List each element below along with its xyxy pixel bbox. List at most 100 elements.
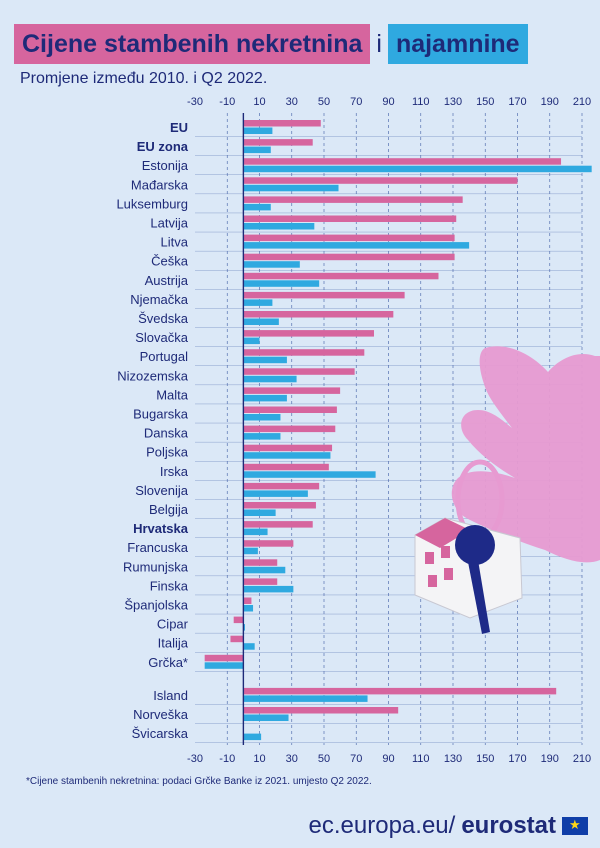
eurostat-brand: ec.europa.eu/eurostat: [309, 812, 588, 840]
title-part-rents: najamnine: [387, 24, 528, 64]
category-label: Poljska: [146, 445, 189, 460]
bar-rents: [243, 714, 289, 721]
bar-prices: [243, 158, 562, 165]
category-label: Latvija: [150, 216, 188, 231]
bar-rents: [243, 528, 268, 536]
bar-prices: [243, 120, 321, 127]
bar-rents: [243, 695, 368, 702]
bar-prices: [243, 687, 557, 695]
bar-prices: [243, 502, 316, 509]
bar-prices: [243, 215, 457, 222]
bar-prices: [243, 425, 336, 433]
category-label: Slovačka: [135, 330, 189, 345]
tick-label-bottom: -30: [187, 753, 203, 765]
brand-domain: ec.europa.eu/: [308, 812, 456, 839]
bar-rents: [243, 509, 276, 516]
category-label: Nizozemska: [117, 368, 189, 383]
key-head-illustration: [455, 525, 495, 565]
bar-rents: [243, 566, 286, 574]
tick-label-top: 190: [541, 96, 559, 108]
house-window-illustration: [425, 552, 434, 564]
bar-rents: [243, 242, 470, 249]
category-label: Danska: [144, 426, 189, 441]
category-label: Malta: [156, 387, 189, 402]
category-label: Italija: [158, 636, 189, 651]
tick-label-bottom: 170: [508, 753, 526, 765]
eu-flag-icon: [562, 817, 588, 835]
house-window-illustration: [428, 575, 437, 587]
category-label: Francuska: [127, 540, 188, 555]
tick-label-bottom: -10: [219, 753, 235, 765]
tick-label-top: 30: [286, 96, 298, 108]
tick-label-top: 130: [444, 96, 462, 108]
house-roof-illustration: [415, 518, 470, 548]
hand-illustration: [451, 346, 600, 563]
brand-name: eurostat: [461, 812, 556, 839]
tick-label-bottom: 110: [412, 753, 430, 765]
bar-rents: [243, 547, 258, 555]
bar-prices: [243, 387, 341, 394]
category-label: Češka: [151, 254, 189, 269]
tick-label-bottom: 190: [541, 753, 559, 765]
bar-prices: [243, 234, 455, 242]
bar-rents: [243, 375, 297, 383]
tick-label-top: -30: [187, 96, 203, 108]
bar-prices: [243, 463, 329, 471]
bar-prices: [243, 578, 278, 585]
bar-prices: [243, 139, 313, 146]
tick-label-bottom: 10: [253, 753, 265, 765]
bar-rents: [243, 433, 281, 440]
bar-prices: [243, 177, 518, 184]
bar-rents: [243, 184, 339, 192]
footnote: *Cijene stambenih nekretnina: podaci Grč…: [26, 776, 372, 787]
category-label: Norveška: [133, 707, 189, 722]
bar-prices: [243, 597, 252, 604]
bar-rents: [243, 261, 300, 268]
category-label: Bugarska: [133, 407, 189, 422]
category-label: Švicarska: [132, 726, 189, 741]
bar-rents: [243, 394, 287, 402]
title-part-prices: Cijene stambenih nekretnina: [14, 24, 371, 64]
category-label: Belgija: [149, 502, 189, 517]
tick-label-bottom: 210: [573, 753, 591, 765]
bar-prices: [204, 654, 244, 662]
category-label: Mađarska: [131, 177, 189, 192]
bar-rents: [243, 471, 376, 478]
bar-rents: [243, 585, 294, 593]
chart-title: Cijene stambenih nekretnina i najamnine: [14, 24, 528, 64]
category-label: Irska: [160, 464, 189, 479]
category-label: Finska: [150, 578, 189, 593]
bar-prices: [243, 368, 355, 375]
bar-chart: EU EU zona Estonija Mađarska Luksemburg Latvi…: [116, 96, 600, 765]
bar-prices: [243, 330, 374, 337]
bar-prices: [243, 196, 463, 203]
bar-prices: [243, 707, 399, 714]
tick-label-top: 90: [382, 96, 394, 108]
bar-rents: [243, 414, 281, 421]
bar-rents: [243, 733, 262, 741]
tick-label-top: -10: [219, 96, 235, 108]
bar-prices: [243, 521, 313, 528]
bar-rents: [243, 203, 271, 211]
category-label: EU zona: [137, 139, 189, 154]
tick-label-top: 10: [253, 96, 265, 108]
category-label: Austrija: [145, 273, 189, 288]
category-label: Hrvatska: [133, 521, 189, 536]
bar-prices: [243, 311, 394, 318]
bar-rents: [243, 299, 273, 306]
bar-rents: [243, 165, 592, 173]
tick-label-bottom: 130: [444, 753, 462, 765]
bar-prices: [243, 291, 405, 299]
bar-prices: [243, 559, 278, 566]
tick-label-top: 210: [573, 96, 591, 108]
category-label: Island: [153, 688, 188, 703]
bar-rents: [243, 452, 331, 459]
tick-label-bottom: 90: [382, 753, 394, 765]
bar-rents: [243, 624, 245, 631]
category-label: Rumunjska: [123, 559, 189, 574]
bar-prices: [230, 635, 244, 643]
category-label: Švedska: [138, 311, 189, 326]
tick-label-top: 110: [412, 96, 430, 108]
bar-rents: [243, 223, 315, 230]
category-label: Španjolska: [124, 598, 188, 613]
